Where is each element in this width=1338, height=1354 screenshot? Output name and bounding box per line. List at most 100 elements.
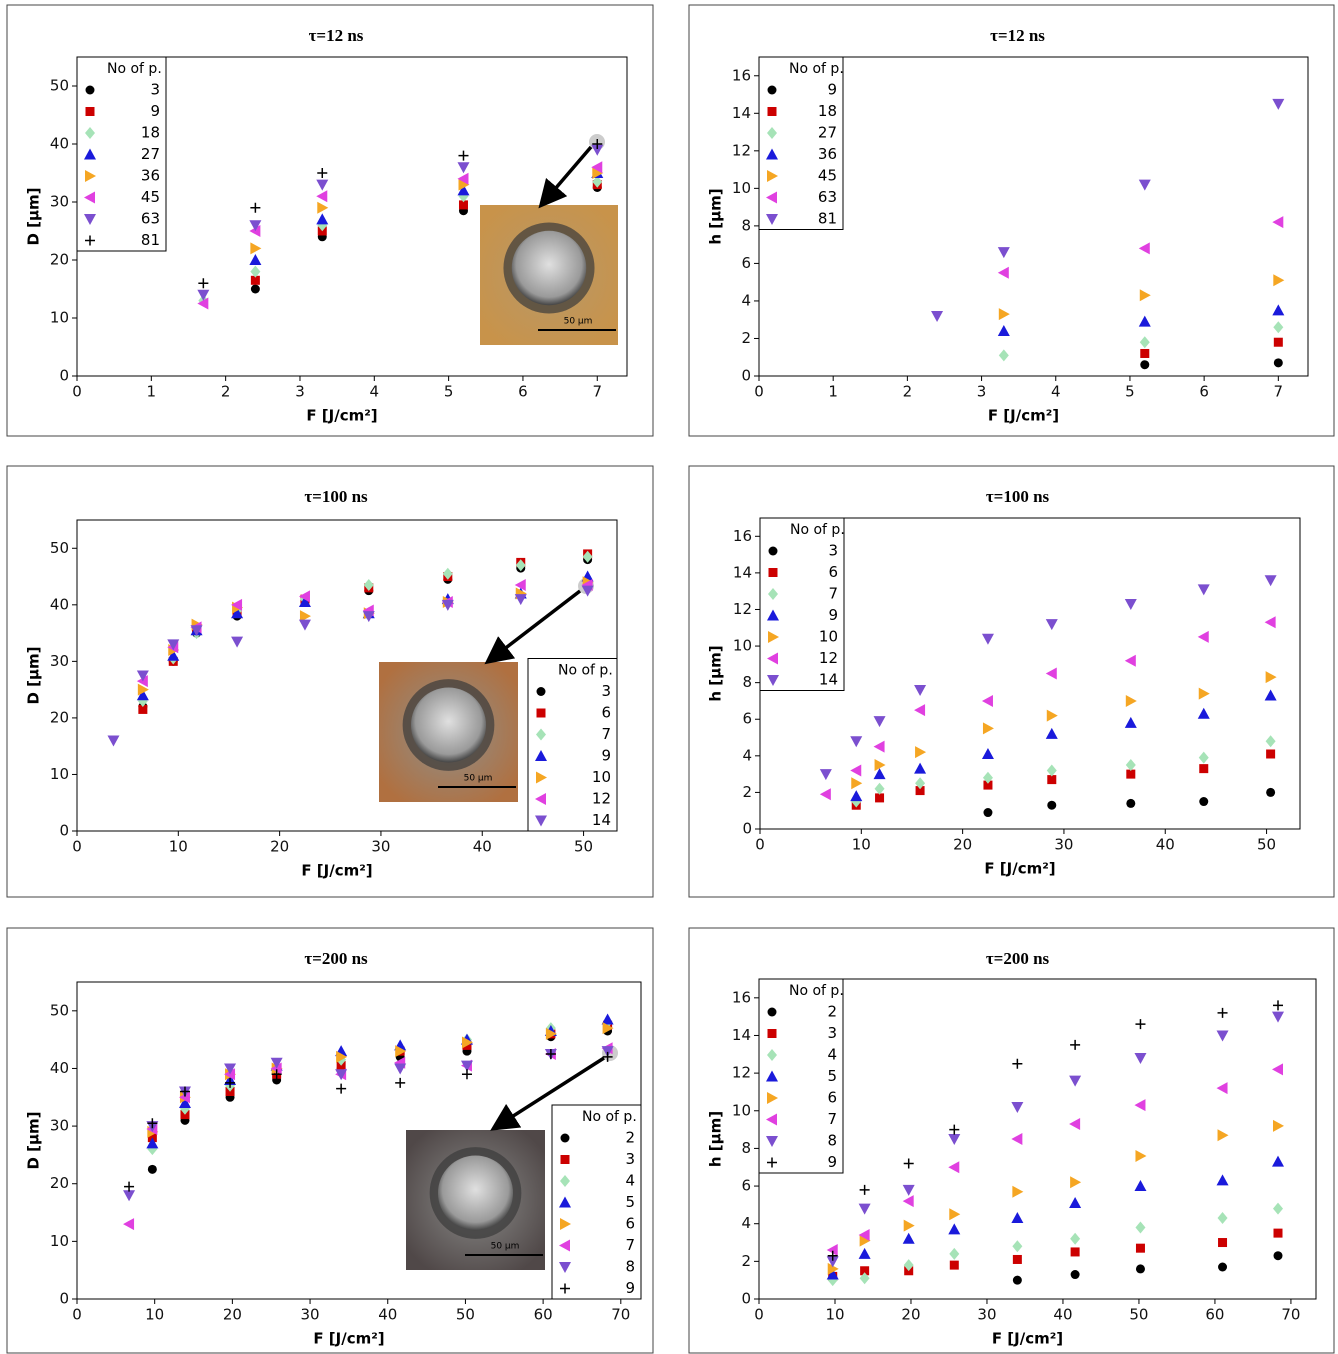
y-tick-label: 10 <box>732 179 751 197</box>
y-axis-label: D [µm] <box>25 646 43 704</box>
point <box>298 595 311 607</box>
point <box>903 1158 914 1169</box>
x-axis-label: F [J/cm²] <box>988 407 1059 425</box>
point <box>1198 687 1210 700</box>
x-tick-label: 0 <box>754 1306 764 1324</box>
legend-label: 18 <box>818 102 837 120</box>
x-tick-label: 50 <box>1129 1306 1148 1324</box>
point <box>136 670 149 682</box>
point <box>1012 1240 1023 1253</box>
point <box>1069 1197 1082 1208</box>
point <box>1070 1270 1080 1280</box>
point <box>457 184 470 196</box>
x-tick-label: 2 <box>903 383 913 401</box>
point <box>602 1051 613 1062</box>
legend-label: 9 <box>827 1153 837 1171</box>
point <box>1125 694 1137 707</box>
point <box>167 639 180 651</box>
y-tick-label: 30 <box>50 1117 69 1135</box>
point <box>859 1234 871 1247</box>
point <box>1273 274 1285 287</box>
arrow <box>484 589 582 665</box>
point <box>458 200 468 210</box>
point <box>914 684 927 696</box>
point <box>819 788 831 801</box>
point <box>858 1247 871 1259</box>
point <box>982 771 993 784</box>
point <box>231 598 243 611</box>
point <box>1197 707 1210 719</box>
legend-marker <box>767 675 779 686</box>
y-tick-label: 50 <box>50 77 69 95</box>
point <box>591 144 604 156</box>
point <box>1218 1238 1228 1248</box>
point <box>592 139 603 149</box>
point <box>949 1208 961 1221</box>
legend-marker <box>536 728 546 741</box>
legend-label: 10 <box>592 768 611 786</box>
point <box>224 1063 237 1075</box>
point <box>1216 1082 1228 1095</box>
point <box>395 1045 407 1058</box>
point <box>461 1036 473 1049</box>
point <box>1045 727 1058 739</box>
legend-marker <box>535 793 546 805</box>
legend-marker <box>85 170 96 182</box>
point <box>1134 1053 1147 1065</box>
y-tick-label: 6 <box>741 254 751 272</box>
legend-marker <box>536 687 546 696</box>
point <box>146 1137 159 1149</box>
x-tick-label: 4 <box>1051 383 1061 401</box>
point <box>250 242 262 255</box>
point <box>224 1068 236 1081</box>
point <box>582 550 593 563</box>
y-tick-label: 8 <box>742 673 752 691</box>
legend-marker <box>84 214 96 225</box>
point <box>592 167 604 179</box>
panel-border <box>688 927 1335 1354</box>
x-tick-label: 10 <box>852 836 871 854</box>
chart-title: τ=12 ns <box>309 26 364 45</box>
point <box>197 289 210 301</box>
point <box>949 1260 959 1270</box>
point <box>442 567 453 580</box>
legend-marker <box>85 235 95 246</box>
y-tick-label: 4 <box>741 291 751 309</box>
point <box>270 1062 282 1075</box>
point <box>860 1266 870 1276</box>
legend-label: 81 <box>818 210 837 228</box>
y-tick-label: 0 <box>59 367 69 385</box>
point <box>457 172 469 185</box>
x-tick-label: 60 <box>534 1306 553 1324</box>
legend-label: 3 <box>828 542 838 560</box>
legend-marker <box>767 85 777 95</box>
legend-title: No of p. <box>789 61 844 77</box>
legend-marker <box>766 214 778 225</box>
point <box>1199 764 1209 774</box>
point <box>1197 584 1210 596</box>
point <box>914 762 927 774</box>
point <box>1264 689 1277 701</box>
y-tick-label: 4 <box>742 746 752 764</box>
chart-title: τ=200 ns <box>304 949 368 968</box>
point <box>1273 1119 1285 1132</box>
point <box>859 1272 870 1285</box>
point <box>545 1027 557 1040</box>
x-axis-label: F [J/cm²] <box>306 407 377 425</box>
point <box>1273 321 1284 334</box>
legend-marker <box>766 148 778 160</box>
legend-label: 2 <box>625 1129 635 1147</box>
crater <box>437 1155 514 1231</box>
x-axis-label: F [J/cm²] <box>992 1330 1063 1348</box>
point <box>1070 1039 1081 1050</box>
point <box>826 1244 838 1257</box>
legend-label: 14 <box>592 811 611 829</box>
y-tick-label: 6 <box>742 710 752 728</box>
y-tick-label: 10 <box>733 637 752 655</box>
point <box>107 735 120 747</box>
legend-title: No of p. <box>790 522 845 538</box>
x-tick-label: 60 <box>1205 1306 1224 1324</box>
point <box>362 611 375 623</box>
point <box>903 1219 915 1232</box>
chart-title: τ=200 ns <box>986 949 1050 968</box>
